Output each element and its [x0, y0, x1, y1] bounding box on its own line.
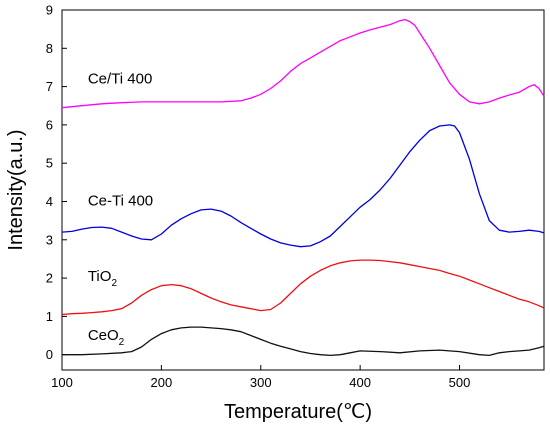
y-tick-label: 4: [46, 194, 53, 209]
series-line: [62, 326, 545, 357]
y-tick-label: 5: [46, 156, 53, 171]
x-tick-label: 400: [349, 375, 371, 390]
x-tick-label: 300: [250, 375, 272, 390]
y-tick-label: 0: [46, 347, 53, 362]
series-label-text: TiO: [88, 268, 112, 285]
series-label: Ce/Ti 400: [88, 71, 152, 88]
series-label-text: CeO: [88, 327, 119, 344]
axis-ticks: 100 200 300 400 500 0 1 2 3 4 5 6 7 8 9: [46, 3, 471, 391]
y-tick-label: 8: [46, 41, 53, 56]
series-lines: [61, 18, 545, 357]
x-tick-label: 100: [51, 375, 73, 390]
series-label: CeO2: [88, 327, 125, 348]
series-label-subscript: 2: [111, 278, 117, 289]
series-line: [61, 124, 545, 248]
y-tick-label: 1: [46, 309, 53, 324]
y-tick-label: 9: [46, 3, 53, 18]
y-tick-label: 7: [46, 79, 53, 94]
series-label-text: Ce/Ti 400: [88, 71, 152, 88]
x-axis-title: Temperature(℃): [224, 401, 372, 423]
plot-frame: [61, 9, 545, 371]
x-tick-label: 500: [449, 375, 471, 390]
series-line: [61, 259, 545, 316]
y-tick-label: 6: [46, 117, 53, 132]
x-tick-label: 200: [151, 375, 173, 390]
series-label: Ce-Ti 400: [88, 192, 153, 209]
series-label-text: Ce-Ti 400: [88, 192, 153, 209]
series-label-subscript: 2: [119, 337, 125, 348]
y-axis-title: Intensity(a.u.): [5, 129, 27, 250]
y-tick-label: 2: [46, 271, 53, 286]
series-label: TiO2: [88, 268, 118, 289]
y-tick-label: 3: [46, 232, 53, 247]
series-line: [61, 18, 545, 109]
